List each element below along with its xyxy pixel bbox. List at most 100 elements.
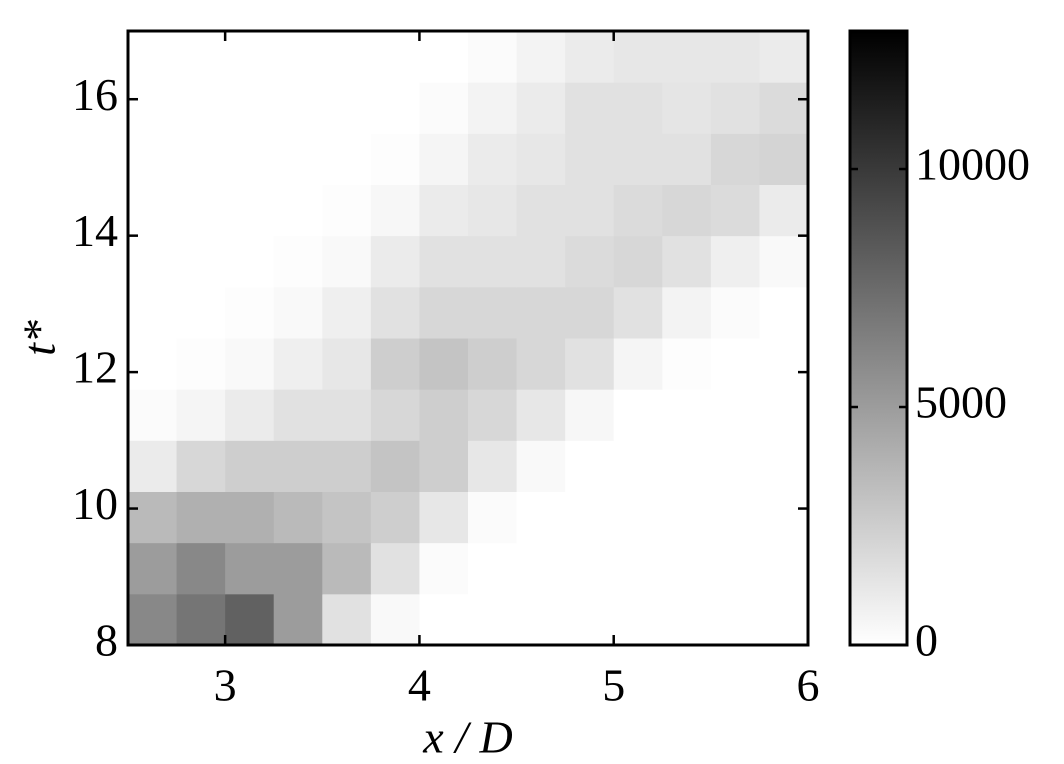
heatmap-cell — [225, 542, 275, 595]
heatmap-cell — [662, 133, 712, 185]
heatmap-cell — [419, 31, 469, 83]
heatmap-cell — [565, 389, 615, 441]
heatmap-cell — [273, 82, 323, 134]
heatmap-cell — [176, 491, 226, 544]
heatmap-cell — [273, 235, 323, 288]
heatmap-cell — [759, 593, 809, 646]
heatmap-cell — [662, 31, 712, 83]
heatmap-cell — [565, 440, 615, 492]
heatmap-cell — [225, 82, 275, 134]
heatmap-cell — [613, 593, 663, 646]
heatmap-cell — [419, 542, 469, 595]
heatmap-cell — [322, 286, 372, 339]
plot-frame — [126, 29, 810, 647]
heatmap-cell — [516, 593, 566, 646]
heatmap-cell — [710, 389, 760, 441]
x-tick-label: 6 — [797, 660, 820, 711]
heatmap-cell — [370, 82, 420, 134]
heatmap-cell — [370, 184, 420, 237]
heatmap-cell — [128, 491, 178, 544]
heatmap-cell — [710, 286, 760, 339]
heatmap-cell — [370, 133, 420, 185]
heatmap-cell — [662, 286, 712, 339]
heatmap-cell — [759, 389, 809, 441]
heatmap-cell — [516, 184, 566, 237]
heatmap-cell — [468, 491, 518, 544]
heatmap-cell — [322, 31, 372, 83]
heatmap-cell — [128, 389, 178, 441]
heatmap-cell — [710, 82, 760, 134]
heatmap-cell — [662, 440, 712, 492]
heatmap-cell — [759, 31, 809, 83]
heatmap-cell — [419, 389, 469, 441]
heatmap-cell — [419, 491, 469, 544]
heatmap-cell — [468, 235, 518, 288]
heatmap-cell — [322, 133, 372, 185]
heatmap-cell — [370, 338, 420, 390]
heatmap-cell — [225, 31, 275, 83]
heatmap-cell — [225, 184, 275, 237]
heatmap-cell — [759, 235, 809, 288]
heatmap-cell — [710, 440, 760, 492]
heatmap-cell — [710, 593, 760, 646]
heatmap-cell — [710, 31, 760, 83]
heatmap-cell — [759, 133, 809, 185]
heatmap-cell — [273, 542, 323, 595]
heatmap-cell — [419, 440, 469, 492]
heatmap-cell — [128, 542, 178, 595]
heatmap-cell — [662, 82, 712, 134]
heatmap-cell — [176, 440, 226, 492]
heatmap-cell — [419, 235, 469, 288]
y-tick-label: 10 — [72, 478, 118, 529]
heatmap-cell — [370, 235, 420, 288]
heatmap-cell — [613, 338, 663, 390]
y-tick-label: 14 — [72, 205, 118, 256]
heatmap-cell — [565, 82, 615, 134]
heatmap-cell — [759, 542, 809, 595]
heatmap-cell — [176, 82, 226, 134]
heatmap-cell — [662, 184, 712, 237]
heatmap-cell — [370, 491, 420, 544]
x-tick-label: 4 — [408, 660, 431, 711]
y-axis-label: t* — [14, 320, 65, 356]
heatmap-cell — [128, 133, 178, 185]
colorbar-tick-label: 10000 — [915, 139, 1030, 190]
heatmap-cell — [322, 235, 372, 288]
heatmap-cell — [565, 184, 615, 237]
heatmap-cell — [662, 235, 712, 288]
heatmap-cell — [225, 440, 275, 492]
heatmap-cell — [565, 491, 615, 544]
heatmap-cell — [370, 286, 420, 339]
heatmap-cell — [370, 389, 420, 441]
heatmap-cell — [565, 286, 615, 339]
heatmap-cell — [176, 133, 226, 185]
heatmap-cell — [613, 440, 663, 492]
heatmap-cell — [565, 338, 615, 390]
heatmap-cell — [662, 542, 712, 595]
heatmap-cell — [613, 82, 663, 134]
heatmap-cell — [468, 542, 518, 595]
heatmap-cell — [662, 389, 712, 441]
heatmap-cell — [516, 286, 566, 339]
heatmap-cell — [128, 184, 178, 237]
heatmap-cell — [176, 338, 226, 390]
heatmap-cell — [273, 184, 323, 237]
heatmap-cell — [468, 184, 518, 237]
heatmap-cell — [565, 235, 615, 288]
heatmap-cell — [516, 542, 566, 595]
heatmap-cell — [516, 440, 566, 492]
heatmap-cell — [759, 491, 809, 544]
heatmap-cell — [468, 82, 518, 134]
heatmap-cell — [613, 286, 663, 339]
heatmap-cell — [273, 593, 323, 646]
heatmap-cell — [710, 338, 760, 390]
heatmap-cell — [176, 593, 226, 646]
heatmap-cell — [176, 31, 226, 83]
x-tick-label: 3 — [214, 660, 237, 711]
heatmap-cell — [468, 31, 518, 83]
heatmap-cell — [273, 440, 323, 492]
heatmap-cell — [759, 286, 809, 339]
heatmap-cell — [322, 491, 372, 544]
heatmap-cell — [468, 133, 518, 185]
y-tick-label: 16 — [72, 69, 118, 120]
